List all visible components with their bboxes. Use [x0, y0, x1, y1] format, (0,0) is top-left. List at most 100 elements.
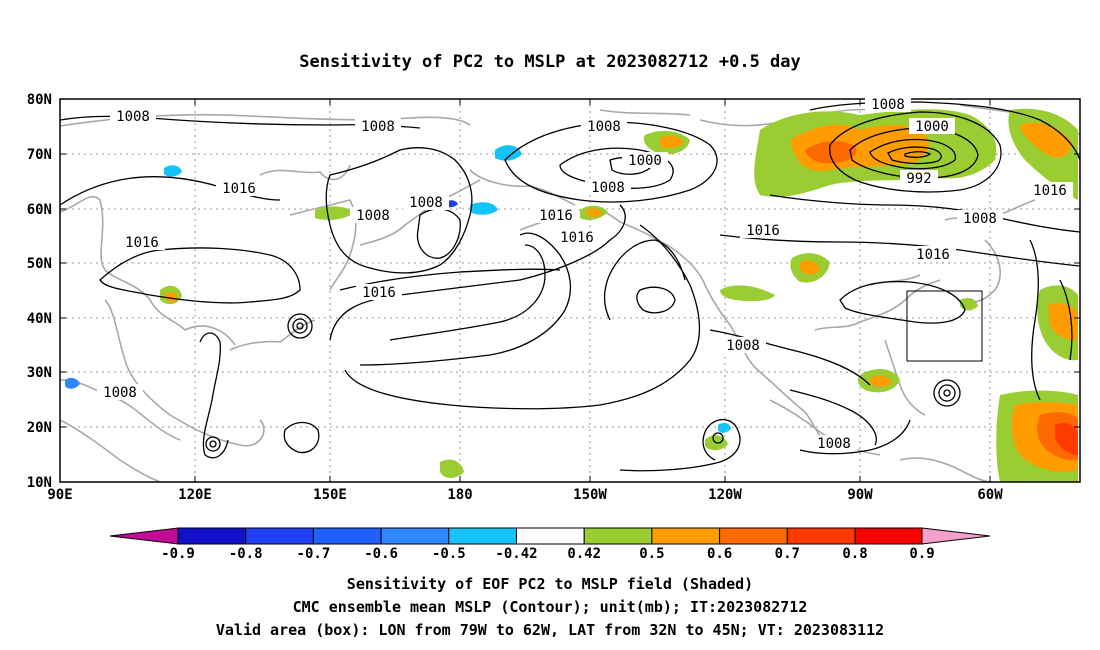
- svg-text:1016: 1016: [560, 230, 594, 246]
- lat-label: 20N: [27, 420, 52, 436]
- svg-text:1008: 1008: [103, 385, 137, 401]
- contour-label: 1008: [585, 179, 631, 196]
- lat-label: 40N: [27, 311, 52, 327]
- colorbar-swatch: [312, 527, 382, 545]
- contour-label: 1000: [909, 118, 955, 135]
- lon-label: 120W: [708, 487, 742, 503]
- colorbar-tick-label: -0.5: [432, 546, 466, 562]
- colorbar-swatch: [583, 527, 653, 545]
- contour-label: 1008: [355, 118, 401, 135]
- map-title: Sensitivity of PC2 to MSLP at 2023082712…: [299, 52, 801, 72]
- lon-label: 90E: [47, 487, 72, 503]
- contour-label: 1008: [403, 194, 449, 211]
- colorbar-swatch: [380, 527, 450, 545]
- colorbar-swatch: [448, 527, 517, 545]
- contour-label: 1000: [622, 152, 668, 169]
- colorbar-swatch: [719, 527, 788, 545]
- valid-area-box: [906, 290, 983, 362]
- contour-label: 1016: [740, 222, 786, 239]
- colorbar-swatch: [245, 527, 314, 545]
- svg-text:1016: 1016: [362, 285, 396, 301]
- colorbar-tick-label: 0.42: [567, 546, 601, 562]
- lat-label: 10N: [27, 475, 52, 491]
- lat-label: 70N: [27, 147, 52, 163]
- svg-text:1016: 1016: [916, 247, 950, 263]
- contour-label: 1016: [119, 234, 165, 251]
- mslp-contours: [60, 101, 1080, 472]
- colorbar-tick-label: -0.6: [364, 546, 398, 562]
- lat-label: 50N: [27, 256, 52, 272]
- figure-captions: Sensitivity of EOF PC2 to MSLP field (Sh…: [216, 575, 884, 639]
- svg-text:1016: 1016: [1033, 183, 1067, 199]
- colorbar-left-arrow: [109, 527, 179, 545]
- caption-line: Valid area (box): LON from 79W to 62W, L…: [216, 621, 884, 639]
- map-frame: [59, 98, 1081, 483]
- contour-label: 1008: [350, 207, 396, 224]
- svg-text:1016: 1016: [222, 181, 256, 197]
- colorbar-swatch: [786, 527, 856, 545]
- svg-text:1008: 1008: [587, 119, 621, 135]
- colorbar-tick-label: 0.8: [842, 546, 867, 562]
- contour-label: 992: [900, 170, 938, 187]
- colorbar-tick-label: 0.5: [639, 546, 664, 562]
- svg-text:1008: 1008: [726, 338, 760, 354]
- map-ticks: [60, 99, 1080, 482]
- svg-text:1008: 1008: [591, 180, 625, 196]
- contour-label: 1008: [720, 337, 766, 354]
- contour-label: 1016: [533, 207, 579, 224]
- coastlines: [60, 104, 1080, 482]
- colorbar-swatch: [651, 527, 721, 545]
- svg-text:1008: 1008: [356, 208, 390, 224]
- contour-label: 1016: [356, 284, 402, 301]
- latitude-labels: 80N 70N 60N 50N 40N 30N 20N 10N: [27, 92, 52, 491]
- lon-label: 60W: [977, 487, 1003, 503]
- contour-label: 1008: [811, 435, 857, 452]
- colorbar-tick-label: 0.9: [909, 546, 934, 562]
- contour-label: 1016: [554, 229, 600, 246]
- caption-line: CMC ensemble mean MSLP (Contour); unit(m…: [293, 598, 808, 616]
- colorbar-swatch: [854, 527, 923, 545]
- contour-label: 1008: [865, 96, 911, 113]
- svg-text:1008: 1008: [963, 211, 997, 227]
- colorbar-tick-label: 0.6: [707, 546, 732, 562]
- colorbar-tick-labels: -0.9 -0.8 -0.7 -0.6 -0.5 -0.42 0.42 0.5 …: [161, 546, 935, 562]
- contour-label: 1008: [581, 118, 627, 135]
- colorbar-swatch: [177, 527, 247, 545]
- lat-label: 80N: [27, 92, 52, 108]
- svg-text:1016: 1016: [125, 235, 159, 251]
- colorbar-tick-label: -0.9: [161, 546, 195, 562]
- caption-line: Sensitivity of EOF PC2 to MSLP field (Sh…: [347, 575, 753, 593]
- lon-label: 150W: [573, 487, 607, 503]
- contour-label: 1008: [110, 108, 156, 125]
- lon-label: 90W: [847, 487, 873, 503]
- contour-labels: 1008 1008 1008 1008 1008 1008 1008 1008 …: [97, 96, 1073, 452]
- colorbar: -0.9 -0.8 -0.7 -0.6 -0.5 -0.42 0.42 0.5 …: [109, 527, 991, 562]
- svg-text:1000: 1000: [628, 153, 662, 169]
- svg-text:1016: 1016: [539, 208, 573, 224]
- svg-text:1000: 1000: [915, 119, 949, 135]
- svg-text:1008: 1008: [361, 119, 395, 135]
- colorbar-right-arrow: [921, 527, 991, 545]
- contour-label: 1016: [1027, 182, 1073, 199]
- contour-label: 1008: [97, 384, 143, 401]
- colorbar-swatch: [516, 527, 585, 545]
- contour-label: 1016: [216, 180, 262, 197]
- lat-label: 30N: [27, 365, 52, 381]
- longitude-labels: 90E 120E 150E 180 150W 120W 90W 60W: [47, 487, 1003, 503]
- colorbar-tick-label: -0.8: [229, 546, 263, 562]
- lat-label: 60N: [27, 202, 52, 218]
- colorbar-tick-label: 0.7: [775, 546, 800, 562]
- map-panel: 1008 1008 1008 1008 1008 1008 1008 1008 …: [59, 96, 1081, 483]
- svg-text:1008: 1008: [116, 109, 150, 125]
- contour-label: 1008: [957, 210, 1003, 227]
- colorbar-tick-label: -0.7: [297, 546, 331, 562]
- lon-label: 120E: [178, 487, 212, 503]
- svg-text:1008: 1008: [409, 195, 443, 211]
- svg-text:1008: 1008: [817, 436, 851, 452]
- lon-label: 150E: [313, 487, 347, 503]
- contour-label: 1016: [910, 246, 956, 263]
- svg-text:992: 992: [906, 171, 931, 187]
- svg-text:1016: 1016: [746, 223, 780, 239]
- lon-label: 180: [447, 487, 472, 503]
